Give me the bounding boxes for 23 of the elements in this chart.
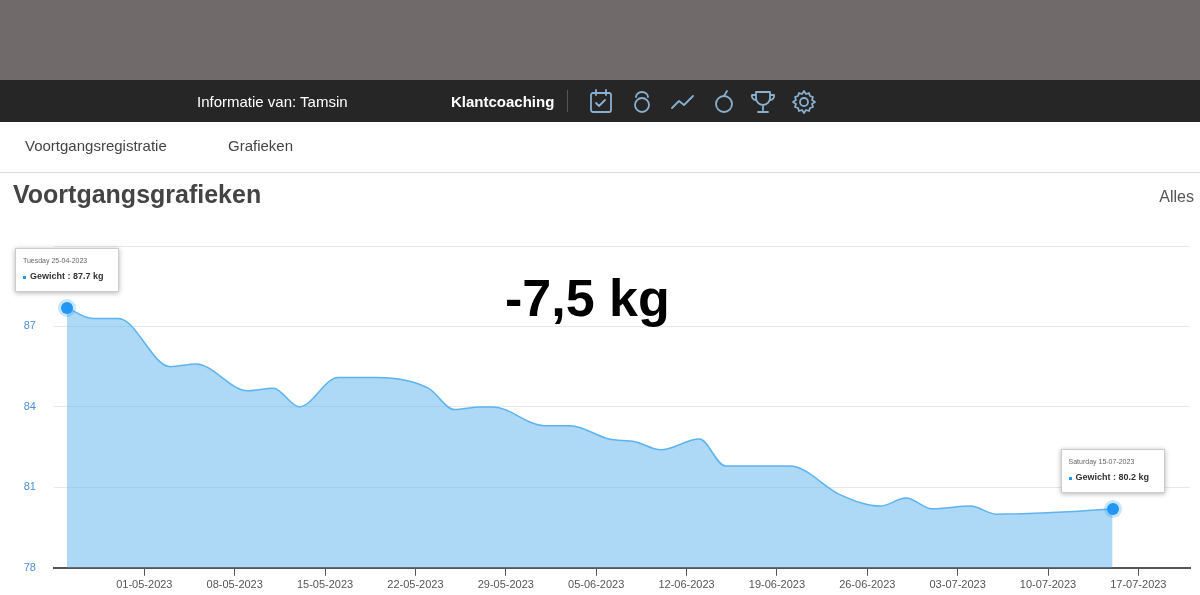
text: Klantcoaching [451, 93, 555, 110]
chart-title: Voortgangsgrafieken [13, 180, 262, 209]
x-tick-label: 29-05-2023 [477, 578, 534, 591]
y-tick-label: 84 [23, 399, 36, 412]
x-tick-label: 17-07-2023 [1110, 578, 1167, 591]
y-tick-label: 87 [23, 319, 36, 332]
x-tick-label: 03-07-2023 [929, 578, 986, 591]
y-tick-label: 78 [23, 560, 36, 573]
x-tick-label: 01-05-2023 [116, 578, 173, 591]
x-tick-label: 15-05-2023 [296, 578, 354, 591]
annotation: -7,5 kg [505, 268, 670, 328]
x-tick-label: 10-07-2023 [1019, 578, 1077, 591]
text: Grafieken [228, 137, 294, 154]
x-tick-label: 08-05-2023 [206, 578, 263, 591]
text: Alles [1159, 188, 1194, 206]
text: Voortgangsregistratie [25, 137, 167, 154]
x-tick-label: 12-06-2023 [658, 578, 715, 591]
y-tick-label: 81 [23, 480, 36, 493]
x-tick-label: 05-06-2023 [568, 578, 625, 591]
x-tick-label: 22-05-2023 [387, 578, 444, 591]
x-tick-label: 26-06-2023 [839, 578, 896, 591]
text: Informatie van: Tamsin [197, 93, 348, 110]
x-tick-label: 19-06-2023 [748, 578, 806, 591]
